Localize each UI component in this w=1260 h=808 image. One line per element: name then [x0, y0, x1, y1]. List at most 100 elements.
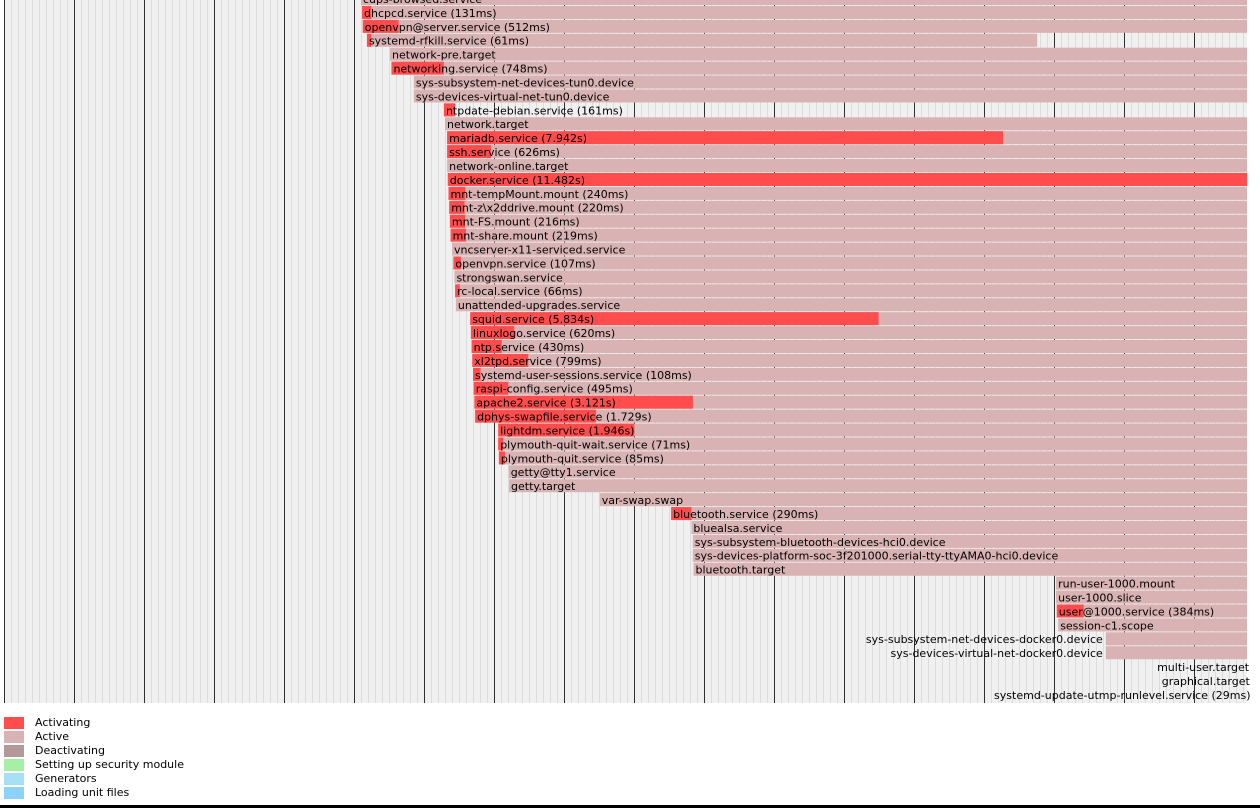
- legend-label: Active: [35, 730, 70, 743]
- unit-label: openvpn@server.service (512ms): [365, 21, 550, 34]
- active-bar: [1056, 590, 1247, 604]
- unit-label: docker.service (11.482s): [450, 174, 585, 187]
- active-bar: [671, 507, 1247, 521]
- active-bar: [498, 423, 1247, 437]
- activating-bar: [470, 312, 879, 326]
- activating-bar: [449, 214, 466, 228]
- unit-label: networking.service (748ms): [393, 63, 547, 76]
- unit-label: sys-subsystem-net-devices-tun0.device: [416, 76, 634, 89]
- unit-label: bluetooth.target: [696, 564, 786, 577]
- active-bar: [445, 117, 1247, 131]
- legend-swatch-activating: [4, 717, 24, 729]
- unit-label: apache2.service (3.121s): [476, 397, 615, 410]
- active-bar: [509, 479, 1247, 493]
- activating-bar: [448, 186, 466, 200]
- activating-bar: [472, 353, 529, 367]
- active-bar: [473, 381, 1247, 395]
- active-bar: [1105, 646, 1247, 660]
- legend-label: Generators: [35, 772, 97, 785]
- active-bar: [599, 493, 1247, 507]
- active-bar: [455, 284, 1247, 298]
- activating-bar: [671, 507, 692, 521]
- unit-label: ntpdate-debian.service (161ms): [446, 104, 623, 117]
- unit-label: cups-browsed.service: [363, 0, 482, 6]
- activating-bar: [449, 200, 465, 214]
- unit-label: ntp.service (430ms): [474, 341, 585, 354]
- active-bar: [475, 409, 1248, 423]
- active-bar: [471, 340, 1248, 354]
- activating-bar: [391, 61, 444, 75]
- unit-label: raspi-config.service (495ms): [476, 383, 633, 396]
- unit-label: xl2tpd.service (799ms): [474, 355, 601, 368]
- active-bar: [361, 0, 1247, 6]
- activating-bar: [471, 340, 502, 354]
- unit-label: linuxlogo.service (620ms): [473, 327, 615, 340]
- activating-bar: [443, 103, 456, 117]
- active-bar: [449, 214, 1247, 228]
- active-bar: [693, 562, 1247, 576]
- unit-label: getty.target: [511, 480, 576, 493]
- activating-bar: [498, 423, 635, 437]
- activating-bar: [447, 172, 1247, 186]
- activating-bar: [447, 145, 491, 159]
- legend-swatch-deactivating: [4, 745, 24, 757]
- active-bar: [498, 437, 1247, 451]
- active-bar: [450, 228, 1248, 242]
- unit-label: mnt-tempMount.mount (240ms): [451, 188, 629, 201]
- unit-label: mnt-FS.mount (216ms): [452, 216, 580, 229]
- boot-timeline-chart: cups-browsed.servicedhcpcd.service (131m…: [4, 0, 1251, 703]
- unit-label: openvpn.service (107ms): [455, 257, 595, 270]
- legend-swatch-generators: [4, 773, 24, 785]
- unit-label: network-online.target: [449, 160, 569, 173]
- unit-label: bluetooth.service (290ms): [673, 508, 818, 521]
- legend-swatch-active: [4, 731, 24, 743]
- activating-bar: [473, 381, 509, 395]
- active-bar: [1056, 576, 1247, 590]
- unit-label: systemd-user-sessions.service (108ms): [475, 369, 692, 382]
- active-bar: [449, 200, 1247, 214]
- activating-bar: [498, 451, 505, 465]
- activating-bar: [362, 19, 399, 33]
- unit-label: plymouth-quit-wait.service (71ms): [500, 438, 690, 451]
- legend-swatch-loading-unit-files: [4, 787, 24, 799]
- active-bar: [452, 242, 1247, 256]
- activating-bar: [447, 131, 1004, 145]
- activating-bar: [475, 409, 597, 423]
- unit-label: user-1000.slice: [1058, 591, 1142, 604]
- unit-label: lightdm.service (1.946s): [500, 424, 634, 437]
- unit-label: unattended-upgrades.service: [458, 299, 621, 312]
- unit-label: bluealsa.service: [693, 522, 782, 535]
- legend-swatch-security-module: [4, 759, 24, 771]
- unit-label: strongswan.service: [456, 271, 563, 284]
- unit-label: squid.service (5.834s): [472, 313, 594, 326]
- unit-label: sys-devices-virtual-net-docker0.device: [891, 647, 1104, 660]
- active-bar: [413, 89, 1248, 103]
- activating-bar: [473, 367, 481, 381]
- active-bar: [454, 270, 1247, 284]
- activating-bar: [453, 256, 461, 270]
- unit-label: ssh.service (626ms): [449, 146, 560, 159]
- active-bar: [455, 298, 1248, 312]
- unit-label: network-pre.target: [392, 49, 496, 62]
- unit-label: plymouth-quit.service (85ms): [501, 452, 664, 465]
- active-bar: [508, 465, 1247, 479]
- unit-label: sys-devices-virtual-net-tun0.device: [416, 90, 610, 103]
- activating-bar: [470, 326, 515, 340]
- unit-label: mnt-z\x2ddrive.mount (220ms): [451, 202, 624, 215]
- unit-label: sys-devices-platform-soc-3f201000.serial…: [695, 550, 1059, 563]
- unit-label: var-swap.swap: [602, 494, 683, 507]
- active-bar: [1105, 632, 1247, 646]
- unit-label: sys-subsystem-net-devices-docker0.device: [866, 633, 1103, 646]
- active-bar: [692, 534, 1247, 548]
- unit-label: session-c1.scope: [1060, 619, 1154, 632]
- activating-bar: [366, 33, 372, 47]
- activating-bar: [455, 284, 460, 298]
- active-bar: [473, 367, 1247, 381]
- activating-bar: [1056, 604, 1084, 618]
- activating-bar: [362, 5, 372, 19]
- unit-label: dhcpcd.service (131ms): [364, 7, 496, 20]
- unit-label: vncserver-x11-serviced.service: [454, 243, 626, 256]
- active-bar: [362, 5, 1247, 19]
- unit-label: network.target: [447, 118, 529, 131]
- unit-label: systemd-rfkill.service (61ms): [369, 35, 529, 48]
